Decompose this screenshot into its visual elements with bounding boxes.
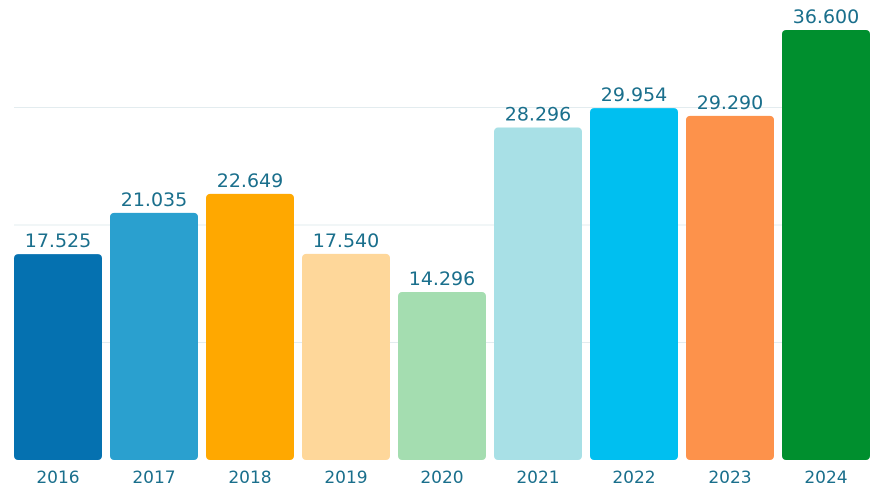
value-label-2021: 28.296 [505, 104, 571, 126]
value-labels: 17.525 21.035 22.649 17.540 14.296 28.296 29.9… [25, 6, 859, 290]
x-tick-label-2019: 2019 [324, 468, 367, 488]
value-label-2017: 21.035 [121, 189, 187, 211]
x-tick-label-2021: 2021 [516, 468, 559, 488]
x-tick-label-2022: 2022 [612, 468, 655, 488]
x-tick-label-2023: 2023 [708, 468, 751, 488]
value-label-2020: 14.296 [409, 268, 475, 290]
bar-2016 [14, 254, 102, 460]
bar-2023 [686, 115, 774, 461]
bar-2020 [398, 292, 486, 460]
x-axis-tick-labels: 2016 2017 2018 2019 2020 2021 2022 2023 2024 [36, 468, 847, 488]
value-label-2022: 29.954 [601, 84, 667, 106]
bar-2021 [494, 127, 582, 460]
x-tick-label-2024: 2024 [804, 468, 847, 488]
value-label-2019: 17.540 [313, 230, 379, 252]
bar-2022 [590, 108, 678, 460]
value-label-2024: 36.600 [793, 6, 859, 28]
bars [14, 30, 870, 461]
value-label-2023: 29.290 [697, 92, 763, 114]
x-tick-label-2017: 2017 [132, 468, 175, 488]
x-tick-label-2018: 2018 [228, 468, 271, 488]
bar-2018 [206, 193, 294, 460]
bar-2019 [302, 253, 390, 460]
value-label-2016: 17.525 [25, 230, 91, 252]
bar-2017 [110, 212, 198, 460]
x-tick-label-2016: 2016 [36, 468, 79, 488]
x-tick-label-2020: 2020 [420, 468, 463, 488]
value-label-2018: 22.649 [217, 170, 283, 192]
bar-2024 [782, 30, 870, 460]
